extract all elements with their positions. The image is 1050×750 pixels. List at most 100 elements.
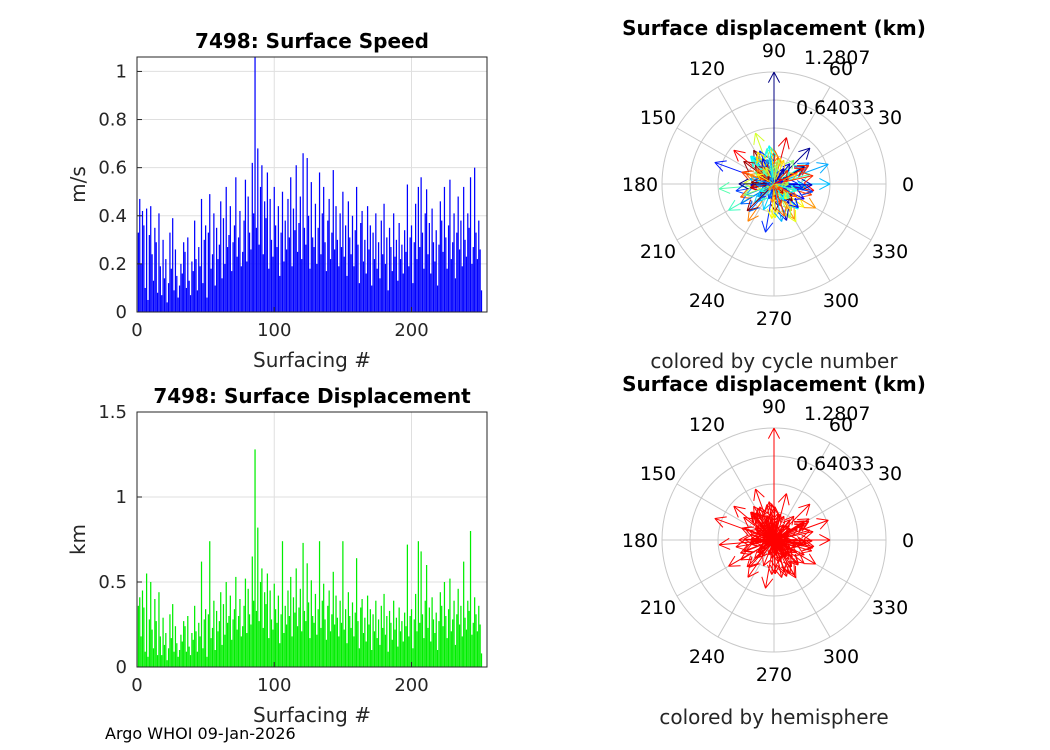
polar-hemisphere-angle-label: 90 <box>762 396 786 418</box>
displacement-bar <box>351 602 354 667</box>
polar-cycle-vector-head <box>735 183 746 192</box>
polar-hemisphere-vectors <box>714 427 831 589</box>
polar-hemisphere-vector-head <box>778 524 785 528</box>
polar-cycle-vector-head <box>816 162 829 165</box>
polar-cycle-vector-head <box>788 204 799 209</box>
polar-hemisphere-vector-head <box>778 552 784 557</box>
speed-xtick-label: 0 <box>131 320 142 341</box>
displacement-bar <box>165 633 167 667</box>
polar-hemisphere-vector-head <box>816 518 829 521</box>
polar-cycle-angle-label: 30 <box>878 107 902 129</box>
speed-bar <box>443 186 446 312</box>
polar-hemisphere-vector-head <box>754 521 763 525</box>
polar-hemisphere-vector-head <box>784 537 789 541</box>
polar-hemisphere-vector-head <box>777 493 787 503</box>
polar-hemisphere-vector-head <box>798 503 811 509</box>
speed-bar <box>409 237 411 312</box>
speed-bar <box>347 201 349 312</box>
displacement-bar <box>239 599 241 667</box>
speed-bar <box>144 287 146 312</box>
polar-hemisphere-vector-head <box>784 549 787 556</box>
speed-bar <box>137 232 139 312</box>
polar-cycle-vector-head <box>787 163 791 172</box>
speed-bar <box>376 268 378 312</box>
speed-bar <box>350 254 352 312</box>
speed-bar <box>261 165 263 312</box>
speed-bar <box>296 251 299 312</box>
displacement-bar <box>435 612 437 667</box>
polar-hemisphere-vector-head <box>775 544 780 547</box>
polar-hemisphere-vector-head <box>791 535 798 540</box>
polar-hemisphere-vector-head <box>749 543 757 547</box>
speed-bar <box>220 201 222 312</box>
speed-bar <box>471 263 473 312</box>
displacement-bar <box>159 636 161 667</box>
speed-bar <box>331 232 333 312</box>
displacement-bar <box>360 607 362 667</box>
displacement-bar <box>399 631 402 667</box>
speed-bar <box>428 222 430 312</box>
polar-hemisphere-vector-head <box>759 506 769 515</box>
polar-cycle-vector-head <box>768 188 773 191</box>
displacement-bar <box>266 573 269 667</box>
polar-cycle-subtitle: colored by cycle number <box>650 349 898 373</box>
displacement-bar <box>217 631 219 667</box>
polar-hemisphere-vector-head <box>761 576 766 589</box>
displacement-bar <box>313 622 315 667</box>
polar-cycle-vector-head <box>801 191 813 196</box>
speed-bar <box>258 244 260 312</box>
displacement-bar <box>380 605 382 667</box>
speed-bar <box>152 280 155 312</box>
displacement-bar <box>447 609 450 667</box>
speed-bar <box>178 285 181 312</box>
speed-bar <box>183 242 185 312</box>
displacement-bar <box>236 629 238 667</box>
speed-bar <box>155 242 157 312</box>
polar-hemisphere-vector-head <box>819 533 831 541</box>
displacement-bar <box>189 655 192 667</box>
displacement-bar <box>314 593 317 667</box>
polar-hemisphere-vector-head <box>768 501 777 512</box>
polar-hemisphere-vector-head <box>751 515 762 520</box>
speed-bar <box>303 227 306 312</box>
polar-hemisphere-vector-head <box>784 539 789 543</box>
speed-bar <box>251 162 253 312</box>
speed-bar <box>362 261 365 312</box>
displacement-bar <box>309 638 311 667</box>
speed-bar <box>170 268 172 312</box>
polar-hemisphere-angle-label: 300 <box>823 646 859 668</box>
polar-cycle-vector-head <box>819 183 831 191</box>
polar-hemisphere-vector-head <box>766 537 771 541</box>
polar-cycle-vector <box>773 175 814 185</box>
displacement-bar <box>148 619 150 667</box>
speed-bar <box>163 278 166 312</box>
polar-cycle-rtick-label: 1.2807 <box>804 47 870 69</box>
displacement-bar <box>292 597 295 667</box>
polar-cycle-angle-label: 60 <box>829 58 853 80</box>
polar-cycle-vector-head <box>733 150 739 162</box>
polar-hemisphere-vector <box>769 533 775 541</box>
displacement-bar <box>405 626 407 667</box>
polar-hemisphere-vector-head <box>805 503 811 516</box>
displacement-bar <box>218 621 220 667</box>
speed-bar <box>325 271 328 312</box>
speed-bar <box>207 232 209 312</box>
speed-bar <box>425 189 428 312</box>
displacement-bar <box>183 621 185 667</box>
speed-bar <box>217 259 219 312</box>
polar-hemisphere-vector-head <box>756 525 764 528</box>
speed-bar <box>404 230 406 312</box>
polar-hemisphere-vector-head <box>762 557 765 566</box>
displacement-bar <box>229 595 231 667</box>
polar-cycle-vector-head <box>793 207 795 220</box>
polar-hemisphere-vector-head <box>753 488 756 502</box>
speed-bar <box>439 201 441 312</box>
speed-bar <box>143 225 145 312</box>
polar-cycle-vector-head <box>738 183 749 190</box>
polar-hemisphere-vector-head <box>714 518 724 528</box>
displacement-bar <box>472 622 474 667</box>
displacement-bar <box>202 648 204 667</box>
polar-hemisphere-vector-head <box>750 512 754 523</box>
polar-cycle-vector-head <box>789 190 797 193</box>
speed-ytick-label: 0.6 <box>98 158 127 179</box>
